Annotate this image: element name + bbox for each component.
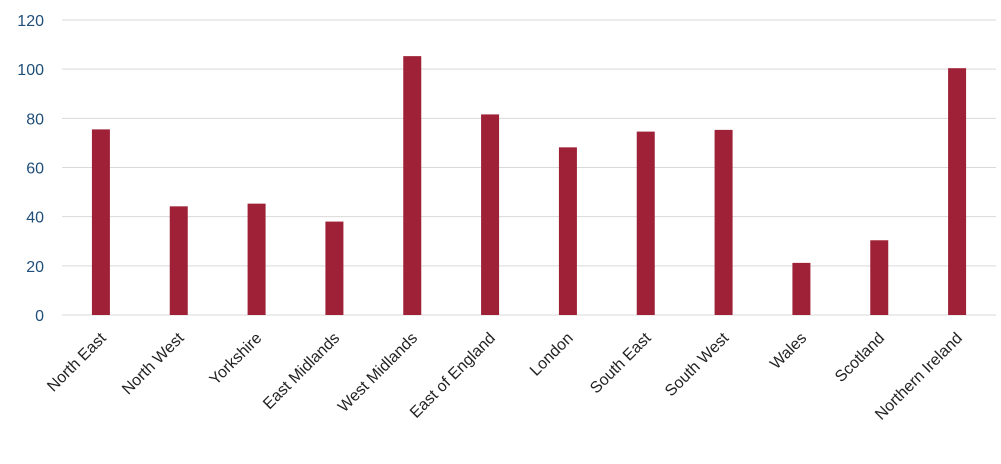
bar-east-midlands bbox=[325, 221, 344, 315]
bar-east-of-england bbox=[481, 114, 500, 316]
y-tick-label: 60 bbox=[26, 161, 44, 178]
y-tick-label: 80 bbox=[26, 111, 44, 128]
x-tick-label: Scotland bbox=[832, 330, 888, 386]
y-tick-label: 40 bbox=[26, 210, 44, 227]
bar-yorkshire bbox=[247, 203, 266, 315]
x-tick-label: North West bbox=[119, 329, 188, 398]
bar-north-west bbox=[169, 206, 188, 315]
bar-london bbox=[558, 147, 577, 315]
x-tick-label: Yorkshire bbox=[207, 330, 266, 389]
bar-west-midlands bbox=[403, 56, 422, 315]
bar-wales bbox=[792, 262, 811, 315]
bar-north-east bbox=[91, 129, 110, 315]
gridlines bbox=[62, 19, 996, 316]
x-tick-label: West Midlands bbox=[335, 330, 421, 416]
y-tick-label: 0 bbox=[35, 308, 44, 325]
x-tick-label: North East bbox=[44, 329, 110, 395]
x-tick-label: South West bbox=[662, 329, 733, 400]
bar-south-west bbox=[714, 129, 733, 315]
bar-scotland bbox=[870, 240, 889, 315]
y-tick-label: 20 bbox=[26, 259, 44, 276]
x-tick-label: London bbox=[527, 330, 577, 380]
x-tick-label: East Midlands bbox=[260, 330, 343, 413]
bar-northern-ireland bbox=[948, 68, 967, 315]
x-tick-label: East of England bbox=[407, 330, 499, 422]
x-tick-label: Northern Ireland bbox=[872, 330, 966, 424]
y-tick-label: 100 bbox=[17, 62, 44, 79]
x-tick-label: South East bbox=[587, 329, 655, 397]
y-tick-label: 120 bbox=[17, 13, 44, 30]
bars bbox=[91, 56, 967, 316]
y-axis-tick-labels: 0 20 40 60 80 100 120 bbox=[17, 13, 44, 325]
x-tick-label: Wales bbox=[767, 330, 810, 373]
bar-south-east bbox=[636, 131, 655, 315]
